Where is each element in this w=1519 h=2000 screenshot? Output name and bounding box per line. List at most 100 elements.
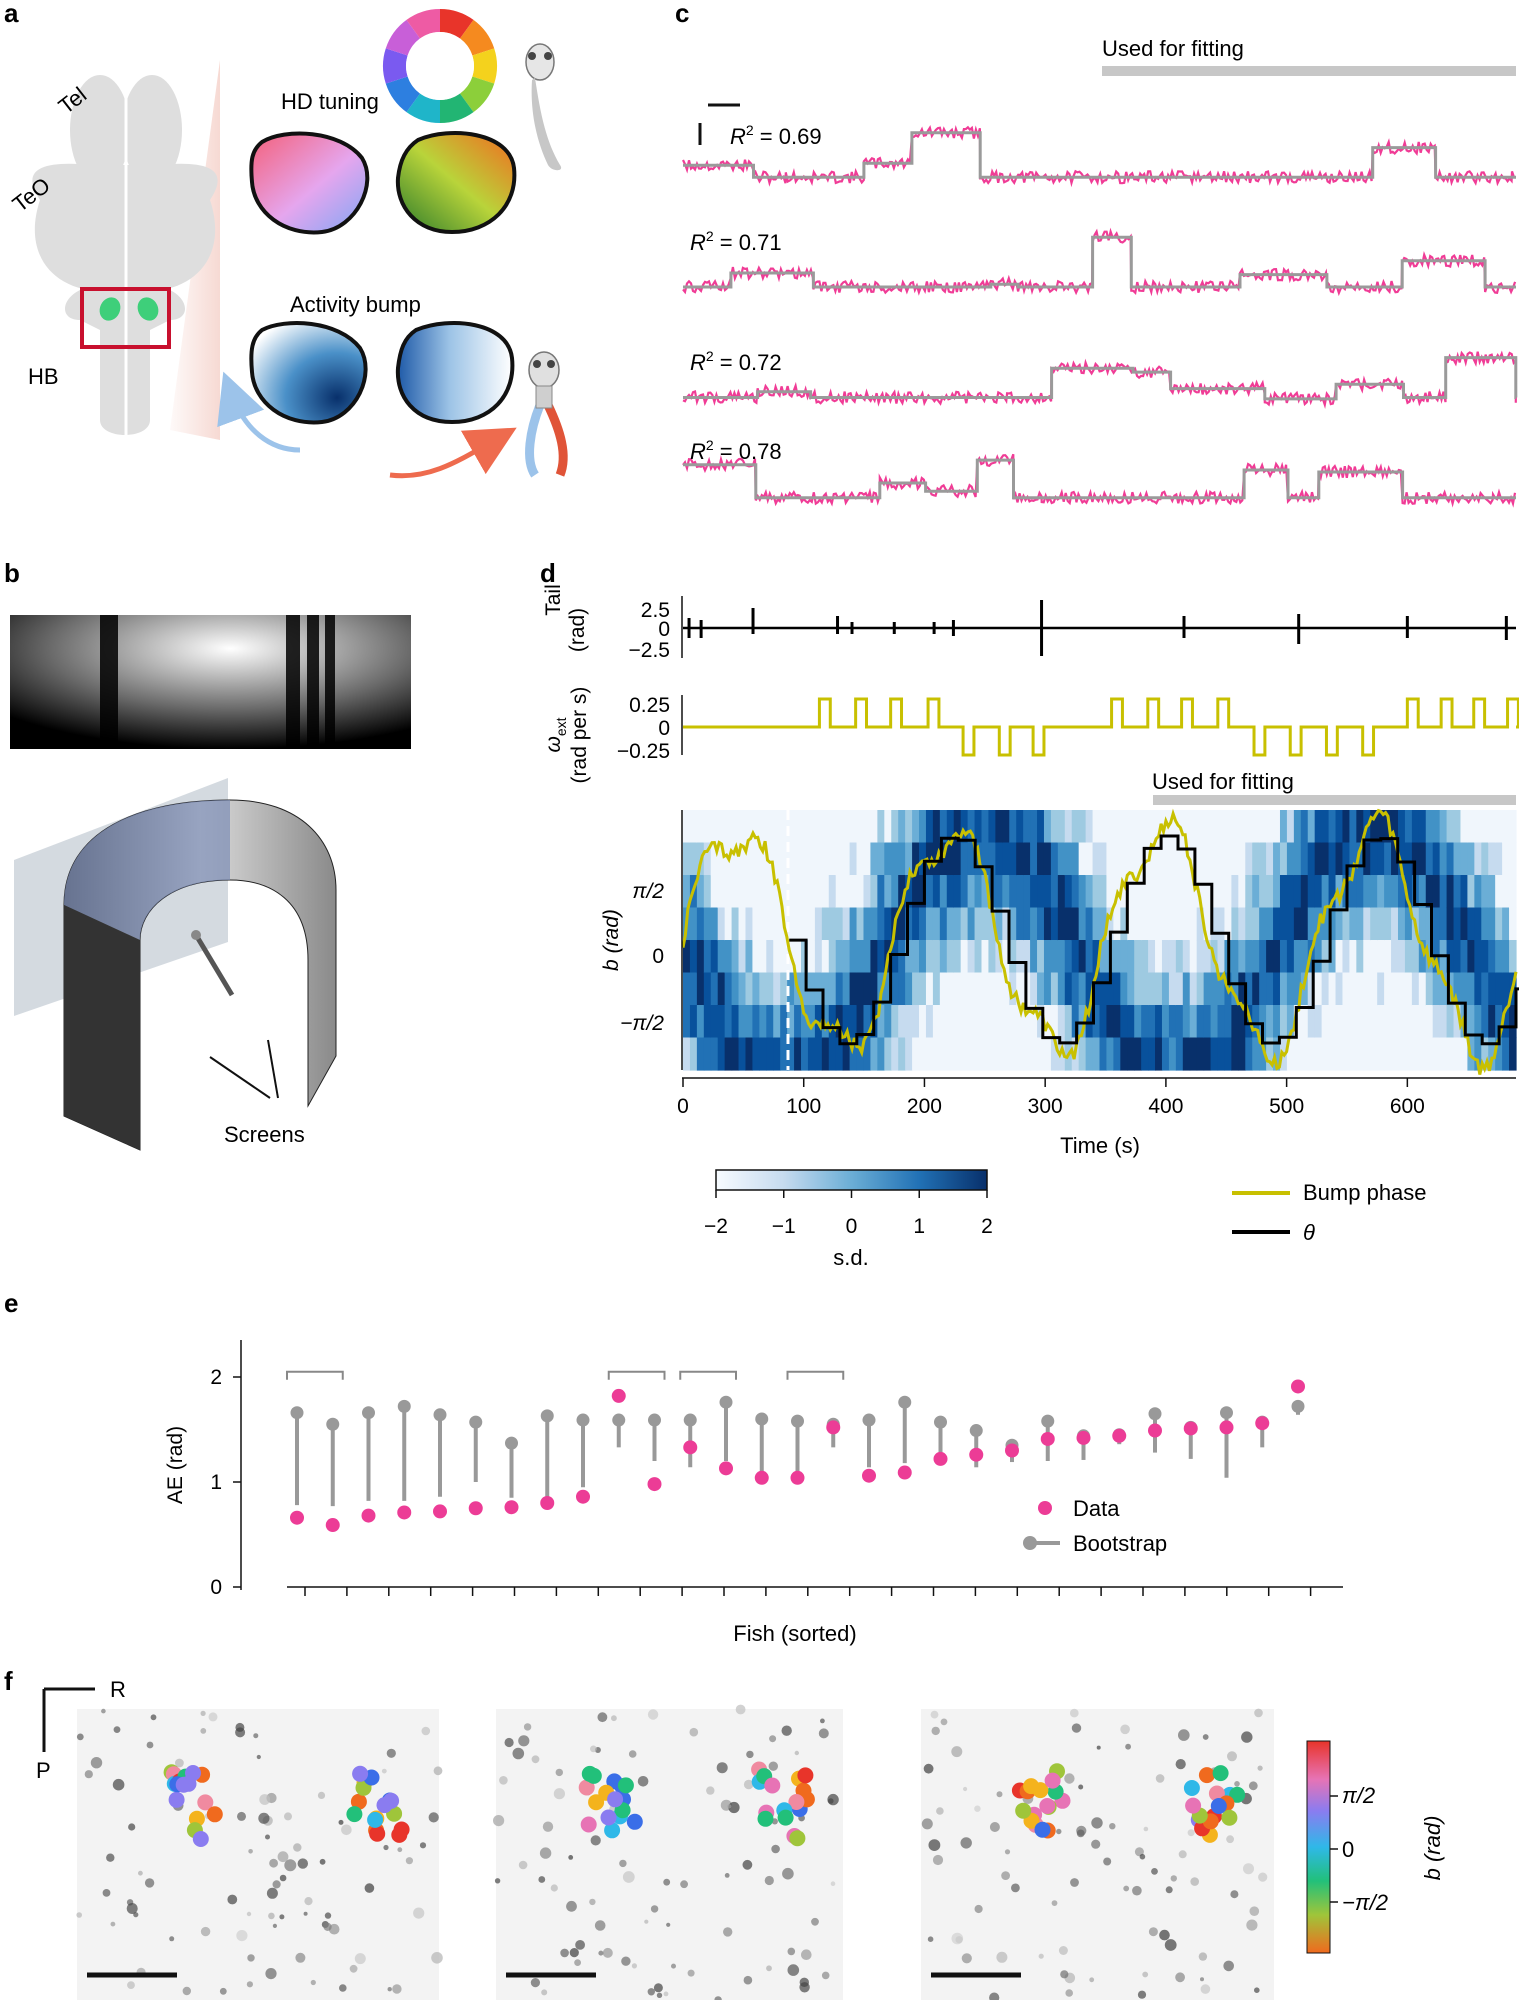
heatmap-cell	[1495, 1005, 1503, 1039]
heatmap-cell	[884, 972, 892, 1006]
heatmap-cell	[759, 842, 767, 876]
heatmap-cell	[1161, 940, 1170, 974]
heatmap-cell	[1161, 875, 1170, 909]
heatmap-cell	[1037, 1005, 1045, 1039]
heatmap-cell	[759, 907, 767, 941]
cell-soma	[269, 1858, 278, 1868]
tail-axis-label-1: Tail	[542, 584, 565, 616]
heatmap-cell	[1050, 972, 1059, 1006]
heatmap-cell	[1453, 1037, 1462, 1071]
heatmap-cell	[974, 940, 983, 974]
e-bracket	[679, 1370, 737, 1380]
cell-soma	[539, 1847, 552, 1859]
cell-soma	[589, 1898, 596, 1906]
cell-soma	[590, 1835, 601, 1846]
cell-soma	[284, 1812, 292, 1821]
heatmap-cell	[1175, 842, 1184, 876]
heatmap-cell	[1460, 940, 1469, 974]
heatmap-cell	[1210, 875, 1219, 909]
heatmap-cell	[1404, 907, 1413, 941]
bootstrap-point	[1041, 1414, 1055, 1428]
heatmap-cell	[1259, 810, 1267, 844]
heatmap-cell	[710, 940, 719, 974]
data-point	[790, 1470, 805, 1485]
heatmap-cell	[856, 1005, 865, 1039]
cell-soma	[1175, 1759, 1186, 1770]
data-point	[933, 1451, 948, 1466]
panel-letter-b: b	[4, 558, 20, 588]
heatmap-cell	[1002, 1037, 1010, 1071]
cell-soma	[106, 1853, 115, 1862]
heatmap-cell	[1037, 907, 1045, 941]
heatmap-cell	[689, 972, 698, 1006]
heatmap-cell	[1099, 875, 1108, 909]
heatmap-cell	[912, 907, 920, 941]
bootstrap-point	[791, 1414, 804, 1428]
cell-soma	[1200, 1984, 1211, 1994]
heatmap-cell	[1273, 875, 1281, 909]
heatmap-cell	[1370, 810, 1378, 844]
heatmap-cell	[1273, 1005, 1281, 1039]
cell-soma	[723, 1927, 733, 1937]
color-wheel-segment	[383, 48, 408, 84]
r2-eq-4: =	[714, 439, 739, 464]
heatmap-cell	[1245, 810, 1253, 844]
heatmap-cell	[1432, 810, 1441, 844]
heatmap-cell	[1474, 875, 1482, 909]
heatmap-cell	[759, 1037, 767, 1071]
heatmap-cell	[745, 1005, 754, 1039]
heatmap-cell	[1016, 875, 1024, 909]
cell-soma	[1254, 1987, 1260, 1993]
heatmap-cell	[1418, 810, 1427, 844]
heatmap-cell	[814, 1037, 823, 1071]
heatmap-cell	[1127, 940, 1135, 974]
heatmap-cell	[981, 972, 990, 1006]
cell-soma	[383, 1844, 389, 1851]
heatmap-cell	[974, 1005, 983, 1039]
activity-bump-left-blob	[249, 321, 368, 425]
cell-soma	[1058, 1946, 1068, 1955]
panel-letter-c: c	[675, 0, 689, 28]
heatmap-cell	[1175, 940, 1184, 974]
heatmap-cell	[1141, 810, 1149, 844]
heatmap-cell	[1349, 810, 1357, 844]
panel-b: Screens	[10, 615, 411, 1151]
heatmap-cell	[814, 907, 823, 941]
heatmap-cell	[773, 842, 781, 876]
cell-soma	[1076, 1829, 1085, 1838]
heatmap-cell	[1016, 972, 1024, 1006]
cell-soma	[1159, 1929, 1170, 1941]
heatmap-cell	[967, 842, 976, 876]
hd-neuron	[777, 1809, 794, 1826]
heatmap-cell	[1078, 907, 1087, 941]
cell-soma	[989, 1822, 1000, 1832]
cell-soma	[666, 1922, 671, 1927]
heatmap-cell	[1273, 907, 1281, 941]
heatmap-cell	[877, 842, 885, 876]
heatmap-cell	[1161, 1037, 1170, 1071]
heatmap-cell	[1370, 842, 1378, 876]
cell-soma	[1148, 1927, 1158, 1937]
heatmap-cell	[863, 907, 872, 941]
cell-soma	[1143, 1826, 1149, 1832]
heatmap-cell	[842, 1037, 851, 1071]
heatmap-cell	[1467, 972, 1475, 1006]
cell-soma	[324, 1912, 332, 1919]
heatmap-cell	[1356, 842, 1364, 876]
heatmap-cell	[1203, 842, 1212, 876]
heatmap-cell	[1397, 940, 1406, 974]
c-fit-trace	[683, 131, 1516, 179]
heatmap-cell	[1363, 907, 1371, 941]
heatmap-cell	[724, 1005, 733, 1039]
heatmap-cell	[780, 875, 788, 909]
heatmap-cell	[1231, 842, 1239, 876]
heatmap-cell	[1293, 1037, 1302, 1071]
cell-soma	[138, 1870, 143, 1876]
cell-soma	[820, 1718, 825, 1724]
sd-tick-label: 0	[846, 1215, 858, 1238]
heatmap-cell	[1245, 1037, 1253, 1071]
heatmap-cell	[1439, 810, 1448, 844]
data-point	[576, 1489, 590, 1504]
heatmap-cell	[1113, 972, 1121, 1006]
heatmap-cell	[925, 810, 934, 844]
